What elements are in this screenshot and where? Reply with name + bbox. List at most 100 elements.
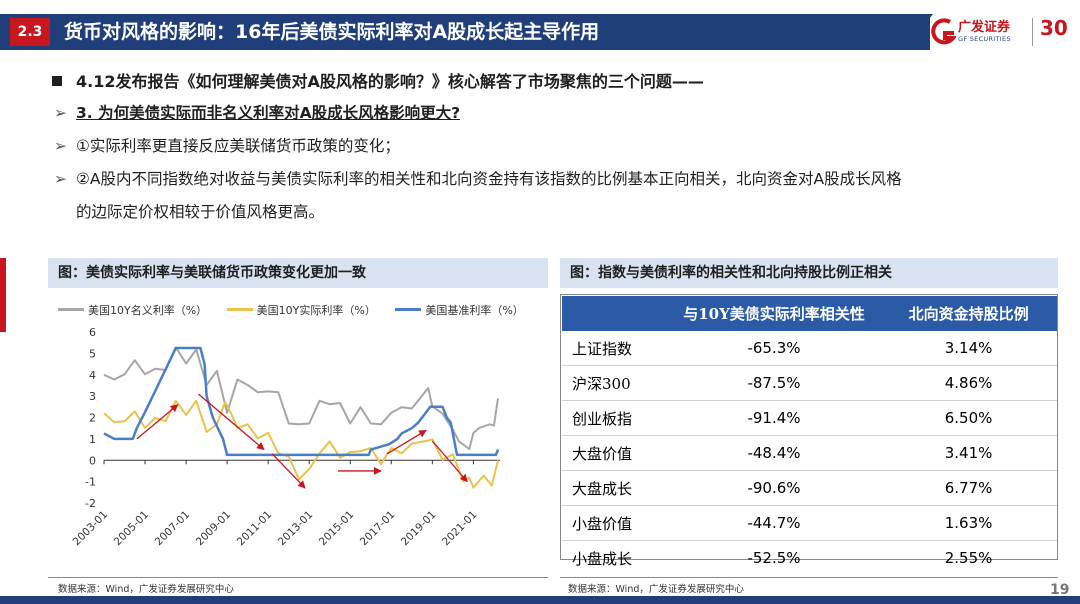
bullet-q3-text: 3. 为何美债实际而非名义利率对A股成长风格影响更大? [76, 104, 461, 122]
bullet-point-2: ➢ ②A股内不同指数绝对收益与美债实际利率的相关性和北向资金持有该指数的比例基本正… [54, 167, 902, 189]
square-bullet-icon [52, 76, 62, 86]
x-tick-label: 2015-01 [317, 509, 357, 549]
legend-label: 美国10Y实际利率（%） [256, 304, 376, 317]
divider [560, 577, 1058, 578]
holding-ratio-cell: 6.77% [880, 470, 1057, 506]
y-tick-label: 4 [89, 369, 96, 382]
legend-label: 美国基准利率（%） [425, 304, 524, 317]
legend-item-fed: 美国基准利率（%） [395, 304, 524, 317]
table-row: 大盘价值 -48.4% 3.41% [562, 435, 1057, 471]
index-name-cell: 大盘价值 [562, 435, 668, 471]
right-source: 数据来源：Wind，广发证券发展研究中心 [568, 584, 744, 595]
table-row: 创业板指 -91.4% 6.50% [562, 400, 1057, 436]
x-tick-label: 2007-01 [153, 509, 193, 549]
footer-bar [0, 596, 1080, 604]
legend-item-nominal: 美国10Y名义利率（%） [58, 304, 207, 317]
legend-swatch [226, 308, 253, 311]
real-rate-line [103, 399, 499, 489]
table-frame [560, 294, 1058, 560]
y-tick-label: 5 [89, 347, 96, 360]
x-tick-label: 2019-01 [399, 509, 439, 549]
section-number: 2.3 [10, 18, 50, 46]
y-tick-label: -2 [85, 497, 96, 510]
x-tick-label: 2003-01 [71, 509, 111, 549]
correlation-cell: -91.4% [667, 400, 881, 436]
index-name-cell: 创业板指 [562, 400, 668, 436]
bullet-point-1-text: ①实际利率更直接反应美联储货币政策的变化； [76, 137, 400, 155]
main-bullet: 4.12发布报告《如何理解美债对A股风格的影响？》核心解答了市场聚焦的三个问题—… [52, 68, 704, 92]
correlation-cell: -48.4% [667, 435, 881, 471]
correlation-cell: -90.6% [667, 470, 881, 506]
table-row: 小盘成长 -52.5% 2.55% [562, 541, 1057, 576]
holding-ratio-cell: 4.86% [880, 365, 1057, 401]
table-row: 沪深300 -87.5% 4.86% [562, 365, 1057, 401]
header-notch [905, 14, 933, 50]
arrow-bullet-icon: ➢ [54, 104, 67, 122]
y-tick-label: 6 [89, 326, 96, 339]
correlation-cell: -44.7% [667, 505, 881, 541]
header-bar [0, 14, 930, 50]
table-row: 大盘成长 -90.6% 6.77% [562, 470, 1057, 506]
logo-text-cn: 广发证券 [958, 20, 1011, 35]
correlation-cell: -65.3% [667, 331, 881, 366]
bullet-point-2-cont: 的边际定价权相较于价值风格更高。 [76, 203, 325, 221]
holding-ratio-cell: 2.55% [944, 549, 993, 567]
nominal-rate-line [103, 346, 499, 451]
side-marker [0, 258, 6, 332]
index-name-cell: 沪深300 [562, 365, 668, 401]
index-name-cell: 上证指数 [562, 331, 668, 366]
company-logo: 广发证券 GF SECURITIES 30 [928, 14, 1076, 50]
table-body: 上证指数 -65.3% 3.14% 沪深300 -87.5% 4.86% 创业板指 -91.4… [562, 331, 1057, 575]
header: 2.3 货币对风格的影响：16年后美债实际利率对A股成长起主导作用 广发证券 G… [0, 0, 1080, 62]
legend-label: 美国10Y名义利率（%） [88, 304, 208, 317]
left-source: 数据来源：Wind，广发证券发展研究中心 [58, 584, 234, 595]
bullet-point-2-text: ②A股内不同指数绝对收益与美债实际利率的相关性和北向资金持有该指数的比例基本正向… [76, 170, 902, 188]
table-header-cell: 北向资金持股比例 [880, 296, 1057, 331]
logo-text-en: GF SECURITIES [958, 35, 1011, 43]
index-name-cell: 小盘价值 [562, 505, 668, 541]
table-header-cell: 与10Y美债实际利率相关性 [667, 296, 881, 331]
x-tick-label: 2009-01 [194, 509, 234, 549]
trend-arrow [386, 429, 427, 455]
trend-arrow [271, 453, 306, 489]
legend-swatch [58, 308, 84, 311]
index-name-cell: 小盘成长 [572, 549, 633, 568]
table-header-row: 与10Y美债实际利率相关性 北向资金持股比例 [562, 296, 1057, 331]
right-panel-title: 图：指数与美债利率的相关性和北向持股比例正相关 [560, 258, 1058, 288]
divider [48, 577, 548, 578]
y-tick-label: 3 [89, 390, 96, 403]
fed-rate-line [103, 346, 500, 457]
bullet-point-1: ➢ ①实际利率更直接反应美联储货币政策的变化； [54, 134, 400, 156]
gf-logo-icon [931, 18, 956, 45]
correlation-cell: -87.5% [667, 365, 881, 401]
arrow-bullet-icon: ➢ [54, 170, 67, 188]
x-tick-label: 2011-01 [235, 509, 275, 549]
x-tick-label: 2017-01 [358, 509, 398, 549]
holding-ratio-cell: 1.63% [880, 505, 1057, 541]
trend-arrow [431, 440, 468, 483]
index-name-cell: 大盘成长 [562, 470, 668, 506]
chart-legend: 美国10Y名义利率（%） 美国10Y实际利率（%） 美国基准利率（%） [58, 302, 540, 318]
correlation-cell: -52.5% [747, 549, 801, 567]
x-tick-label: 2021-01 [440, 509, 480, 549]
y-tick-label: 2 [89, 412, 96, 425]
y-tick-label: 1 [89, 433, 96, 446]
trend-arrow [136, 404, 179, 440]
logo-separator [1032, 18, 1033, 46]
page-title: 货币对风格的影响：16年后美债实际利率对A股成长起主导作用 [64, 21, 600, 43]
legend-swatch [395, 308, 422, 311]
holding-ratio-cell: 3.41% [880, 435, 1057, 471]
bullet-q3: ➢ 3. 为何美债实际而非名义利率对A股成长风格影响更大? [54, 101, 460, 123]
left-panel-title: 图：美债实际利率与美联储货币政策变化更加一致 [48, 258, 548, 288]
legend-item-real: 美国10Y实际利率（%） [226, 304, 376, 317]
correlation-table: 与10Y美债实际利率相关性 北向资金持股比例 上证指数 -65.3% 3.14% 沪深3… [562, 296, 1057, 575]
table-header-cell [562, 296, 668, 331]
x-tick-label: 2013-01 [276, 509, 316, 549]
y-tick-label: -1 [85, 476, 96, 489]
arrow-bullet-icon: ➢ [54, 137, 67, 155]
holding-ratio-cell: 3.14% [880, 331, 1057, 366]
trend-arrow [197, 393, 265, 451]
page-number: 19 [1050, 582, 1070, 598]
anniversary-badge: 30 [1040, 16, 1068, 40]
